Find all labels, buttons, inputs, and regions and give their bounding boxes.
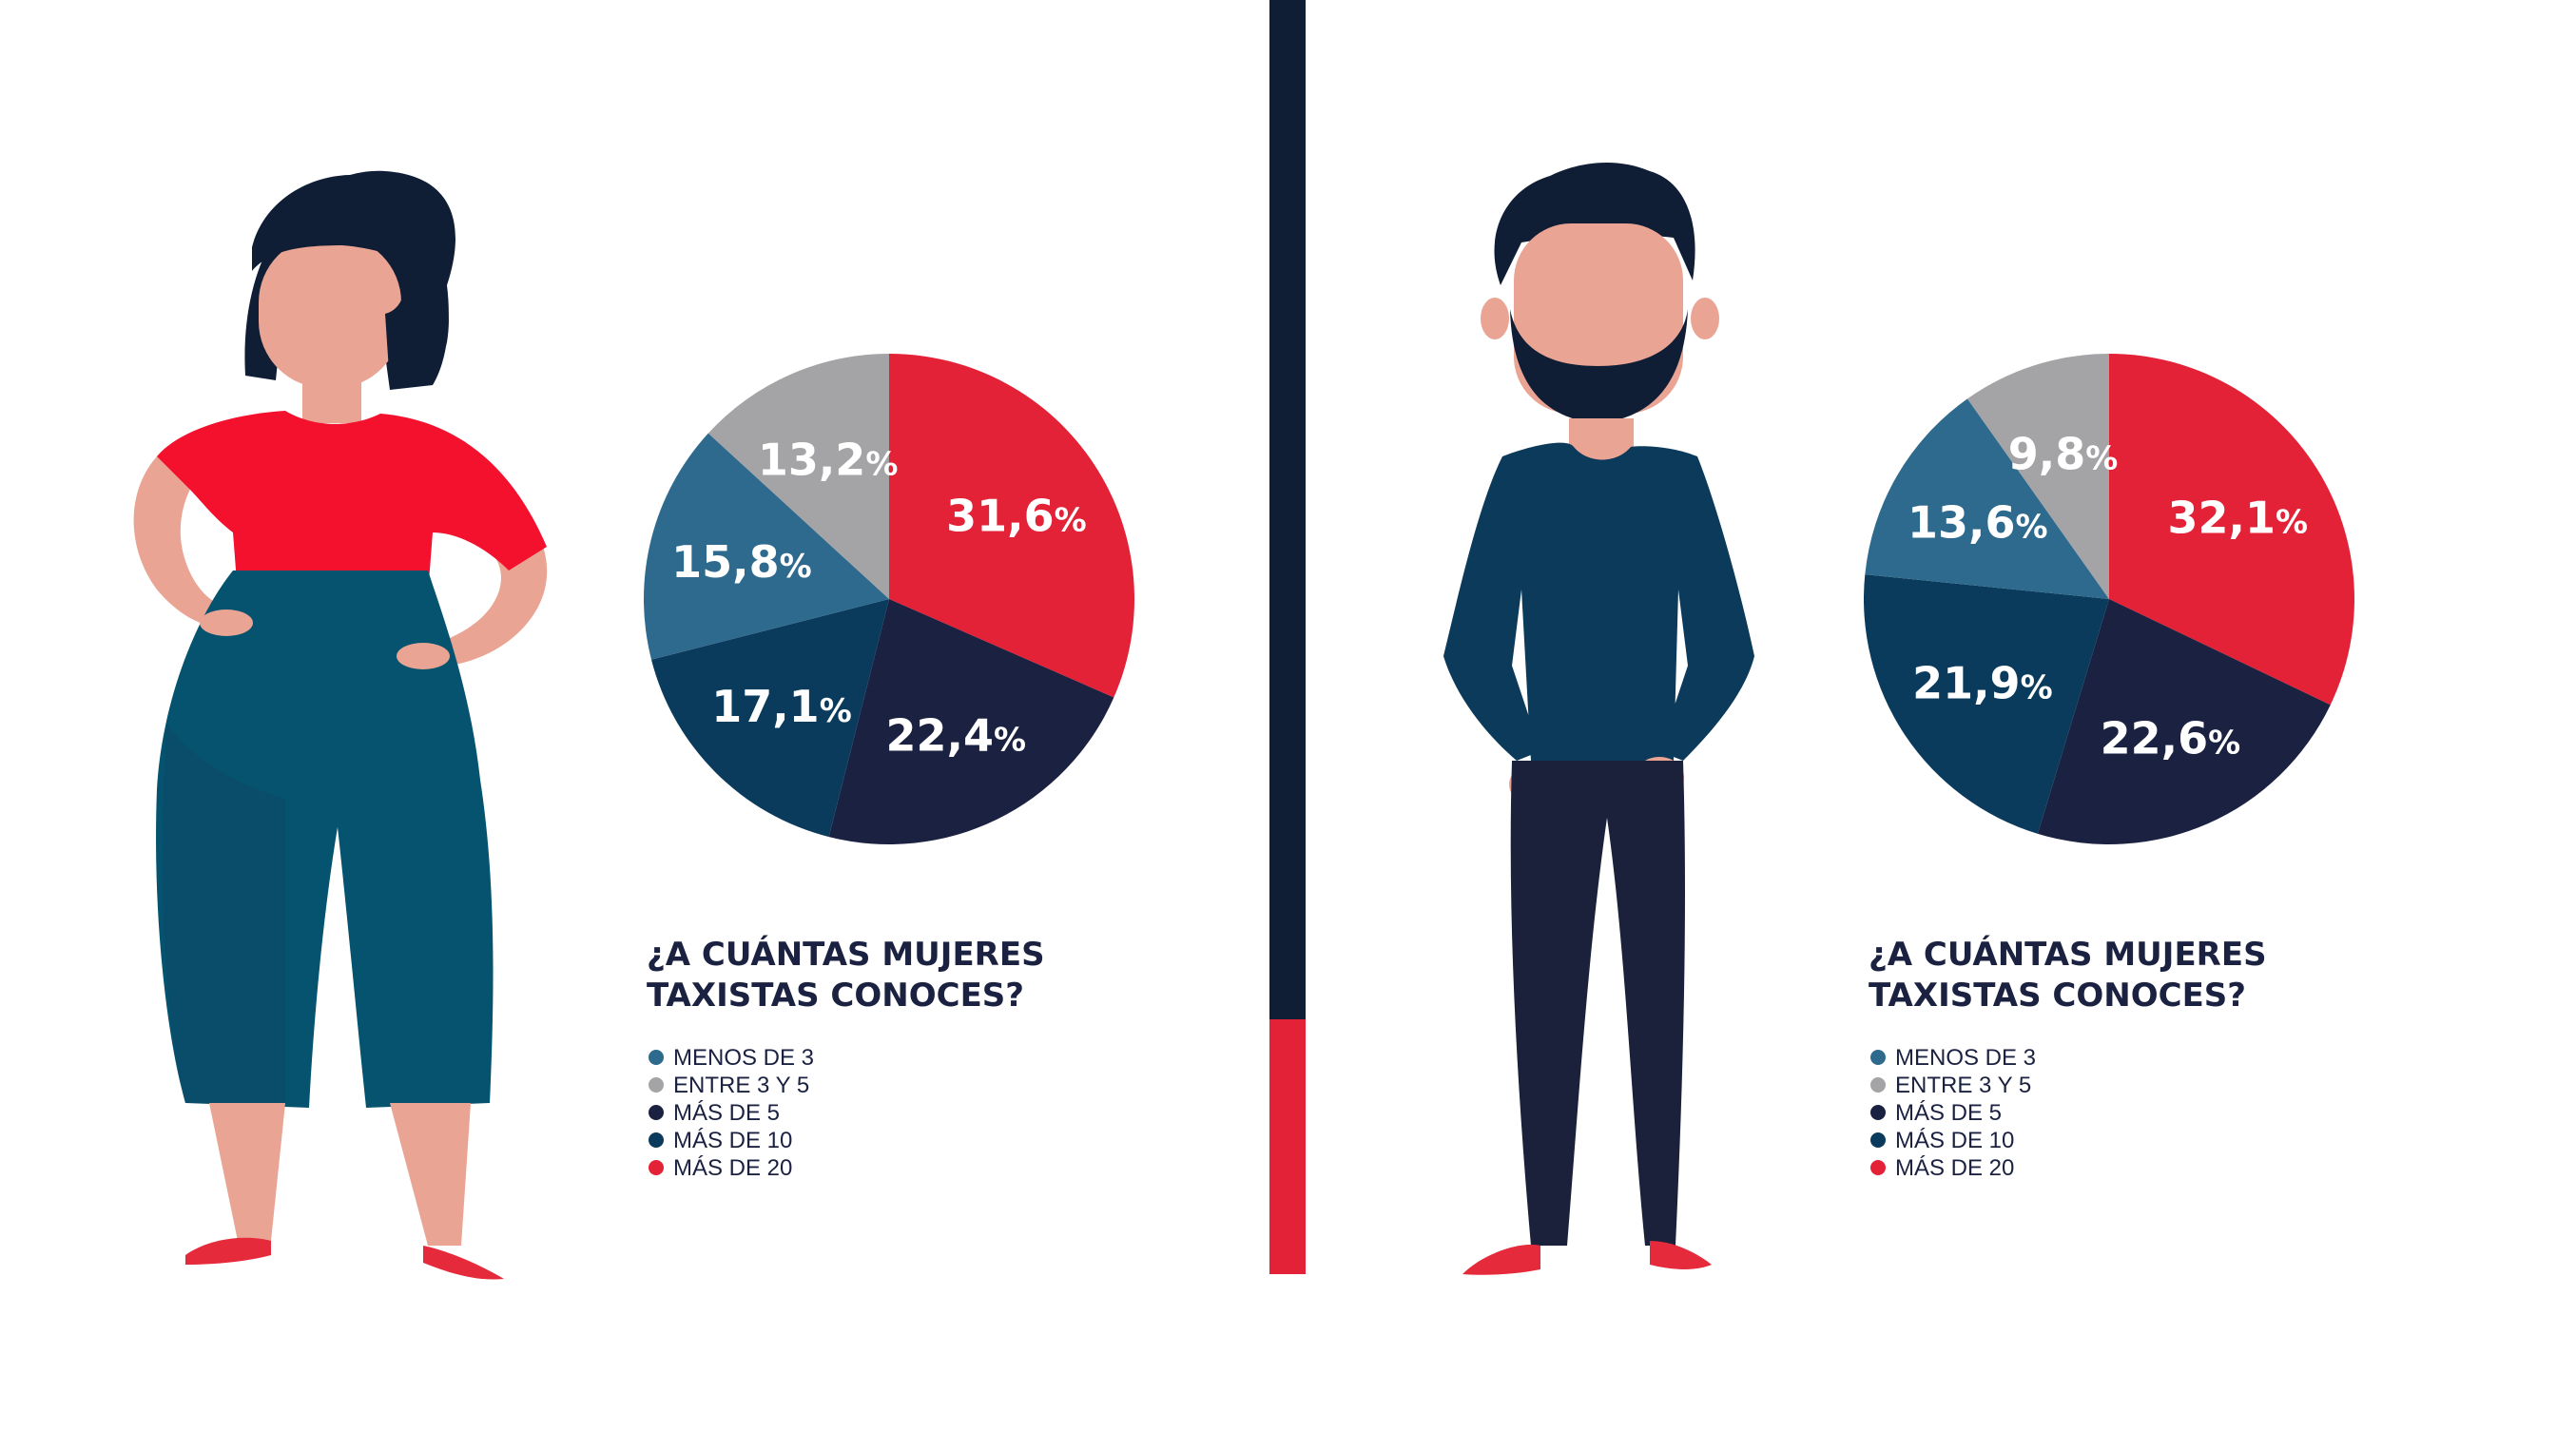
legend-label-4: MÁS DE 20: [1895, 1155, 2014, 1181]
chart-2-question: ¿A CUÁNTAS MUJERES TAXISTAS CONOCES?: [1869, 935, 2267, 1015]
pie-value-label-1: 22,6%: [2101, 712, 2241, 764]
pie-value-label-4: 13,2%: [758, 435, 899, 486]
pie-value-label-1: 22,4%: [886, 710, 1027, 762]
man-pants: [1510, 761, 1686, 1246]
center-divider: [1269, 0, 1306, 1274]
legend-swatch-3: [649, 1132, 664, 1148]
pie-value-label-2: 17,1%: [711, 681, 852, 732]
pie-slice-2: [1864, 574, 2109, 834]
woman-left-hand: [200, 609, 253, 636]
woman-right-shoe: [423, 1246, 504, 1280]
pie-labels-men: 32,1% 22,6% 21,9% 13,6% 9,8%: [1908, 429, 2308, 764]
legend-label-0: MENOS DE 3: [673, 1045, 814, 1071]
divider-navy-segment: [1269, 0, 1306, 1019]
pie-value-label-3: 15,8%: [671, 536, 812, 588]
woman-left-arm: [133, 456, 242, 629]
woman-face: [259, 236, 401, 388]
legend-label-3: MÁS DE 10: [673, 1128, 792, 1153]
pie-slice-0: [889, 354, 1134, 698]
man-shirt: [1443, 442, 1754, 761]
legend-swatch-3: [1870, 1132, 1886, 1148]
man-left-shoe: [1462, 1244, 1540, 1275]
pie-chart-women: [643, 354, 1134, 844]
legend-swatch-4: [1870, 1160, 1886, 1175]
pie-slice-4: [1966, 354, 2109, 599]
pie-slice-2: [650, 599, 889, 838]
woman-right-leg: [390, 1103, 471, 1246]
pie-value-label-4: 9,8%: [2008, 429, 2119, 480]
legend-label-3: MÁS DE 10: [1895, 1128, 2014, 1153]
pie-slice-3: [643, 433, 889, 660]
pie-chart-men: [1864, 354, 2354, 845]
pie-slice-1: [828, 599, 1114, 844]
woman-pants-shade: [163, 723, 285, 1103]
man-illustration: [1443, 162, 1754, 1275]
man-beard: [1510, 309, 1688, 423]
chart-1-question: ¿A CUÁNTAS MUJERES TAXISTAS CONOCES?: [647, 935, 1045, 1015]
woman-hair-side: [385, 238, 449, 386]
man-left-ear: [1481, 298, 1509, 339]
question-line-1: ¿A CUÁNTAS MUJERES: [1869, 935, 2267, 974]
pie-value-label-0: 32,1%: [2168, 493, 2309, 544]
woman-right-hand: [397, 643, 450, 669]
legend-label-1: ENTRE 3 Y 5: [1895, 1073, 2031, 1098]
pie-value-label-3: 13,6%: [1908, 496, 2048, 548]
man-right-shoe: [1650, 1241, 1712, 1269]
legend-label-0: MENOS DE 3: [1895, 1045, 2036, 1071]
question-line-1: ¿A CUÁNTAS MUJERES: [647, 935, 1045, 974]
pie-slice-3: [1865, 398, 2109, 599]
woman-left-shoe: [185, 1237, 271, 1265]
pie-labels-women: 31,6% 22,4% 17,1% 15,8% 13,2%: [671, 435, 1087, 762]
pie-slice-1: [2037, 599, 2331, 845]
legend-label-1: ENTRE 3 Y 5: [673, 1073, 809, 1098]
legend-swatch-0: [1870, 1050, 1886, 1065]
woman-top: [157, 411, 547, 594]
legend-swatch-2: [1870, 1105, 1886, 1120]
divider-red-segment: [1269, 1019, 1306, 1274]
pie-value-label-2: 21,9%: [1912, 658, 2053, 709]
legend-swatch-2: [649, 1105, 664, 1120]
woman-hair-bang: [252, 174, 440, 285]
man-right-ear: [1691, 298, 1719, 339]
pie-value-label-0: 31,6%: [946, 490, 1087, 541]
legend-label-4: MÁS DE 20: [673, 1155, 792, 1181]
woman-neck: [302, 376, 361, 423]
legend-swatch-0: [649, 1050, 664, 1065]
woman-illustration: [133, 170, 548, 1280]
pie-slice-0: [2109, 354, 2354, 706]
legend-swatch-1: [649, 1077, 664, 1093]
legend-swatch-1: [1870, 1077, 1886, 1093]
legend-label-2: MÁS DE 5: [673, 1100, 780, 1126]
legend-label-2: MÁS DE 5: [1895, 1100, 2002, 1126]
pie-slice-4: [707, 354, 889, 599]
woman-left-leg: [209, 1103, 285, 1241]
question-line-2: TAXISTAS CONOCES?: [647, 977, 1024, 1015]
question-line-2: TAXISTAS CONOCES?: [1869, 977, 2246, 1015]
legend-swatch-4: [649, 1160, 664, 1175]
